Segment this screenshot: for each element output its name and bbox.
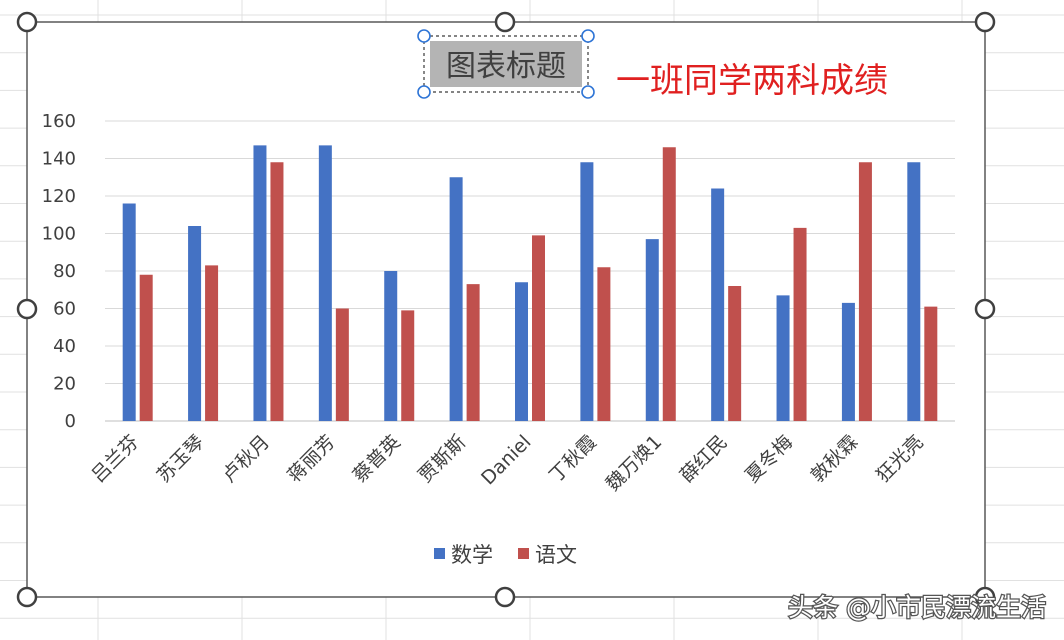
bar-chinese[interactable] [924,306,938,421]
y-tick-label: 120 [42,186,76,207]
y-tick-label: 160 [42,111,76,132]
y-tick-label: 20 [53,374,76,395]
bar-math[interactable] [384,271,398,421]
bar-math[interactable] [580,162,594,421]
resize-handle-top-center[interactable] [494,11,516,33]
chart-title-highlight [430,41,582,87]
title-handle-top-right[interactable] [581,29,595,43]
bar-chinese[interactable] [728,286,742,421]
bar-chinese[interactable] [401,310,415,421]
bars [122,145,938,422]
resize-handle-bottom-center[interactable] [494,586,516,608]
bar-chinese[interactable] [662,147,676,421]
bar-chinese[interactable] [858,162,872,421]
bar-chinese[interactable] [532,235,545,421]
bar-chinese[interactable] [597,267,611,421]
y-tick-label: 60 [53,299,76,320]
bar-math[interactable] [776,295,790,421]
bar-math[interactable] [449,177,463,421]
resize-handle-top-right[interactable] [974,11,996,33]
bar-math[interactable] [841,302,855,421]
legend-label-chinese[interactable]: 语文 [535,543,577,567]
resize-handle-top-left[interactable] [16,11,38,33]
chart-frame[interactable] [26,21,986,598]
gridlines [105,120,955,422]
y-tick-label: 80 [53,261,76,282]
annotation-text: 一班同学两科成绩 [616,61,888,101]
title-handle-bottom-left[interactable] [417,85,431,99]
legend-swatch-math [434,548,445,559]
bar-math[interactable] [907,162,921,421]
resize-handle-middle-left[interactable] [16,298,38,320]
resize-handle-bottom-left[interactable] [16,586,38,608]
y-tick-label: 40 [53,336,76,357]
chart-title[interactable]: 图表标题 [417,29,595,99]
bar-math[interactable] [122,203,136,422]
title-handle-top-left[interactable] [417,29,431,43]
bar-math[interactable] [645,239,659,421]
chart-title-text[interactable]: 图表标题 [446,49,566,84]
bar-chinese[interactable] [793,227,807,421]
y-tick-label: 140 [42,149,76,170]
legend-label-math[interactable]: 数学 [451,543,493,567]
watermark-text: 头条 @小市民漂流生活 [788,593,1046,622]
bar-math[interactable] [253,145,267,421]
y-tick-label: 0 [65,411,76,432]
bar-math[interactable] [188,226,202,421]
chart-title-box[interactable] [423,35,589,93]
bar-chinese[interactable] [205,265,219,421]
bar-chinese[interactable] [139,274,153,421]
bar-math[interactable] [711,188,725,422]
legend-swatch-chinese [518,548,529,559]
bar-chinese[interactable] [270,162,284,421]
y-axis-ticks: 0 20 40 60 80 100 120 140 160 [42,111,76,432]
legend[interactable]: 数学 语文 [434,543,577,567]
bar-chinese[interactable] [466,284,480,421]
resize-handle-bottom-right[interactable] [974,586,996,608]
y-tick-label: 100 [42,224,76,245]
resize-handle-middle-right[interactable] [974,298,996,320]
bar-math[interactable] [515,282,528,421]
bar-math[interactable] [318,145,332,421]
title-handle-bottom-right[interactable] [581,85,595,99]
bar-chinese[interactable] [335,308,349,422]
